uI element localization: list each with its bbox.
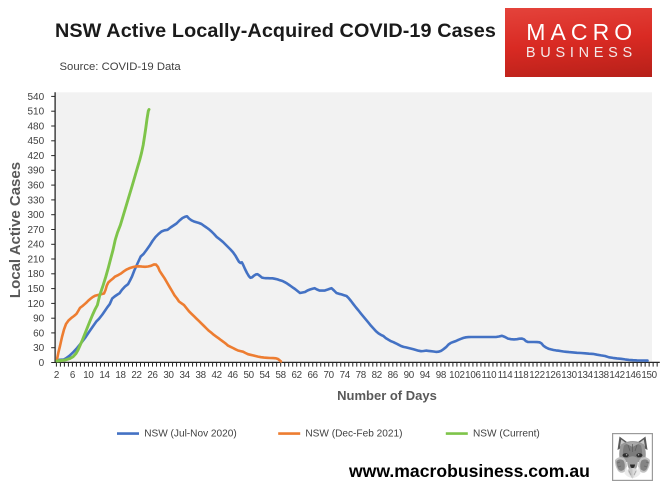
svg-text:510: 510	[28, 107, 45, 118]
svg-text:480: 480	[28, 121, 45, 132]
svg-text:6: 6	[70, 370, 76, 381]
svg-text:34: 34	[179, 370, 190, 381]
svg-text:70: 70	[324, 370, 335, 381]
svg-text:74: 74	[340, 370, 351, 381]
svg-text:150: 150	[641, 370, 657, 381]
svg-text:134: 134	[577, 370, 593, 381]
svg-text:Local Active Cases: Local Active Cases	[7, 162, 24, 298]
svg-text:114: 114	[498, 370, 514, 381]
svg-text:130: 130	[561, 370, 577, 381]
svg-text:42: 42	[211, 370, 221, 381]
svg-text:300: 300	[28, 210, 45, 221]
svg-text:60: 60	[33, 328, 45, 339]
svg-text:146: 146	[625, 370, 641, 381]
svg-text:90: 90	[404, 370, 415, 381]
svg-text:22: 22	[131, 370, 141, 381]
svg-text:86: 86	[388, 370, 399, 381]
svg-text:122: 122	[529, 370, 544, 381]
svg-text:110: 110	[482, 370, 498, 381]
svg-text:142: 142	[609, 370, 624, 381]
svg-text:330: 330	[28, 195, 45, 206]
svg-text:360: 360	[28, 181, 45, 192]
svg-text:82: 82	[372, 370, 382, 381]
svg-text:90: 90	[33, 314, 45, 325]
svg-text:420: 420	[28, 151, 45, 162]
svg-text:66: 66	[308, 370, 319, 381]
svg-text:30: 30	[33, 343, 45, 354]
svg-text:540: 540	[28, 92, 45, 103]
svg-text:NSW (Dec-Feb 2021): NSW (Dec-Feb 2021)	[305, 429, 402, 440]
svg-text:58: 58	[276, 370, 287, 381]
svg-text:NSW (Current): NSW (Current)	[473, 429, 540, 440]
svg-text:270: 270	[28, 225, 45, 236]
svg-text:38: 38	[195, 370, 206, 381]
svg-text:102: 102	[449, 370, 464, 381]
svg-text:180: 180	[28, 269, 45, 280]
svg-text:120: 120	[28, 299, 45, 310]
svg-text:46: 46	[227, 370, 238, 381]
svg-text:54: 54	[260, 370, 271, 381]
svg-text:18: 18	[115, 370, 126, 381]
svg-text:10: 10	[83, 370, 94, 381]
svg-text:14: 14	[99, 370, 110, 381]
svg-text:26: 26	[147, 370, 158, 381]
svg-text:2: 2	[54, 370, 59, 381]
svg-text:390: 390	[28, 166, 45, 177]
svg-text:94: 94	[420, 370, 431, 381]
svg-text:138: 138	[593, 370, 609, 381]
svg-text:210: 210	[28, 254, 45, 265]
svg-text:106: 106	[465, 370, 481, 381]
svg-text:62: 62	[292, 370, 302, 381]
svg-text:240: 240	[28, 240, 45, 251]
svg-text:150: 150	[28, 284, 45, 295]
svg-text:50: 50	[243, 370, 254, 381]
svg-text:Number of Days: Number of Days	[337, 388, 437, 403]
svg-text:450: 450	[28, 136, 45, 147]
svg-text:NSW (Jul-Nov 2020): NSW (Jul-Nov 2020)	[144, 429, 237, 440]
svg-text:118: 118	[514, 370, 530, 381]
svg-text:98: 98	[436, 370, 447, 381]
svg-text:0: 0	[39, 358, 45, 369]
svg-text:126: 126	[545, 370, 561, 381]
svg-text:30: 30	[163, 370, 174, 381]
svg-text:78: 78	[356, 370, 367, 381]
